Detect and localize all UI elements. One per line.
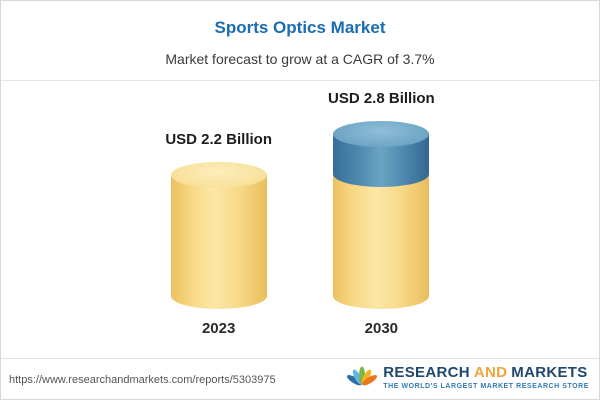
logo-word-markets: MARKETS (511, 364, 588, 381)
category-label-2023: 2023 (201, 320, 236, 337)
research-and-markets-logo: RESEARCH AND MARKETS THE WORLD'S LARGEST M… (347, 362, 589, 392)
bar-2023-top-ellipse (170, 162, 267, 188)
research-and-markets-logo-icon (347, 366, 378, 386)
logo-word-research: RESEARCH (383, 364, 470, 381)
source-url: https://www.researchandmarkets.com/repor… (9, 374, 276, 386)
category-label-2030: 2030 (364, 320, 399, 337)
bar-group-2030: USD 2.8 Billion 2030 (328, 90, 435, 337)
value-label-2030: USD 2.8 Billion (328, 90, 435, 107)
chart-title: Sports Optics Market (214, 18, 386, 37)
bar-2023 (170, 162, 267, 309)
chart-subtitle: Market forecast to grow at a CAGR of 3.7… (165, 51, 435, 67)
logo-wordmark: RESEARCH AND MARKETS (383, 364, 587, 381)
footer: https://www.researchandmarkets.com/repor… (1, 359, 599, 399)
logo-word-and: AND (473, 364, 508, 381)
header-divider (1, 80, 599, 81)
footer-divider (1, 358, 599, 359)
bar-2023-body (170, 175, 267, 309)
logo-text: RESEARCH AND MARKETS THE WORLD'S LARGEST M… (383, 364, 589, 390)
bar-2030 (333, 121, 430, 309)
chart-header: Sports Optics Market Market forecast to … (1, 18, 599, 67)
value-label-2023: USD 2.2 Billion (165, 131, 272, 148)
bar-2030-top-ellipse (333, 121, 430, 147)
cylinder-bar-chart: USD 2.2 Billion 2023 USD 2.8 Billion 203… (1, 90, 599, 337)
logo-tagline: THE WORLD'S LARGEST MARKET RESEARCH STOR… (383, 383, 589, 390)
bar-group-2023: USD 2.2 Billion 2023 (165, 131, 272, 337)
